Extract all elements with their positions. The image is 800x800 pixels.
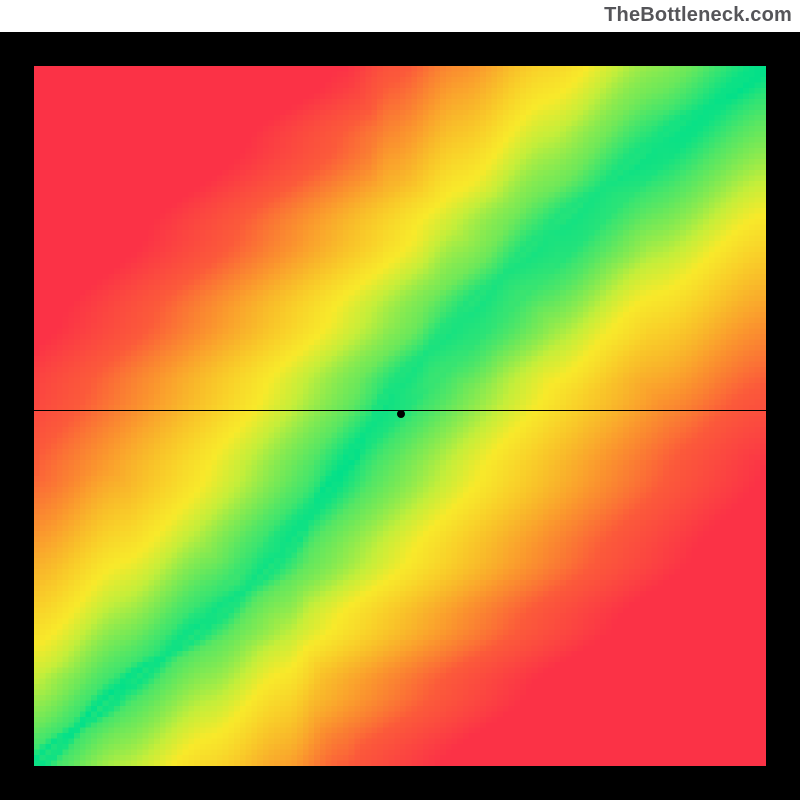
plot-area [34, 66, 766, 766]
plot-frame [0, 32, 800, 800]
marker-dot [397, 410, 405, 418]
chart-container: TheBottleneck.com [0, 0, 800, 800]
attribution-text: TheBottleneck.com [604, 4, 792, 27]
